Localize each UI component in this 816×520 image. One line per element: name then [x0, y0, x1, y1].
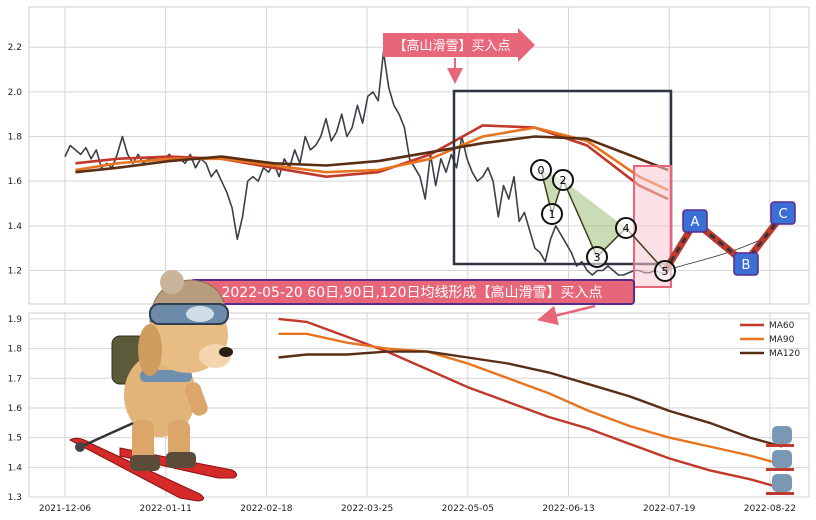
- ski-pole: [77, 418, 141, 450]
- wave-point-3: 3: [586, 246, 608, 268]
- boot-left: [130, 455, 160, 471]
- wave-point-5: 5: [654, 260, 676, 282]
- ma-y-tick-label: 1.8: [8, 345, 23, 355]
- price-grid: [29, 7, 809, 304]
- wave-point-label: 0: [538, 164, 545, 177]
- wave-points: 0 1 2 3 4 5: [530, 159, 676, 282]
- legend: MA60 MA90 MA120: [740, 321, 800, 359]
- wave-point-4: 4: [615, 217, 637, 239]
- dog-ear: [138, 324, 162, 376]
- mini-skier-icon: [766, 450, 794, 471]
- price-y-tick-label: 1.4: [8, 222, 23, 232]
- price-y-tick-label: 2.0: [8, 88, 23, 98]
- bottom-callout: 2022-05-20 60日,90日,120日均线形成【高山滑雪】买入点: [190, 279, 635, 326]
- top-callout-text: 【高山滑雪】买入点: [393, 38, 510, 54]
- x-tick-label: 2022-06-13: [542, 504, 594, 514]
- top-callout-arrow: [383, 28, 535, 62]
- projection-point-a: A: [682, 209, 708, 233]
- mini-skier-icon: [766, 474, 794, 495]
- top-callout: 【高山滑雪】买入点: [383, 28, 535, 84]
- x-tick-label: 2022-01-11: [140, 504, 192, 514]
- wave-fill-2-4: [563, 180, 626, 257]
- wave-point-2: 2: [552, 169, 574, 191]
- x-tick-label: 2022-02-18: [240, 504, 293, 514]
- skiing-dog-mascot: [68, 270, 238, 502]
- ma-y-tick-label: 1.9: [8, 315, 23, 325]
- price-panel: 1.21.41.61.82.02.2 0 1 2 3 4 5 A B C 【: [8, 6, 810, 305]
- projection-point-b: B: [733, 252, 759, 276]
- ma-x-ticks: 2021-12-06 2022-01-11 2022-02-18 2022-03-25…: [39, 504, 796, 514]
- wave-point-label: 5: [662, 265, 669, 278]
- ma-y-tick-label: 1.6: [8, 404, 23, 414]
- price-y-tick-label: 2.2: [8, 43, 22, 53]
- x-tick-label: 2022-03-25: [341, 504, 393, 514]
- ma-series-line: [278, 350, 783, 448]
- ma-y-tick-label: 1.7: [8, 374, 22, 384]
- ma-series-line: [278, 317, 783, 490]
- x-tick-label: 2021-12-06: [39, 504, 92, 514]
- price-y-tick-label: 1.6: [8, 177, 23, 187]
- x-tick-label: 2022-07-19: [643, 504, 696, 514]
- pole-basket: [75, 442, 85, 452]
- boot-right: [166, 452, 196, 468]
- wave-point-label: 4: [623, 222, 630, 235]
- legend-entry: MA120: [769, 349, 800, 359]
- dog-arm: [184, 382, 208, 416]
- mini-skier-icon: [766, 426, 794, 447]
- ma-y-tick-label: 1.4: [8, 463, 23, 473]
- dog-leg-left: [132, 420, 154, 462]
- price-series-ma60: [75, 124, 669, 201]
- projection-label: A: [691, 215, 700, 230]
- projection-path-dash: [663, 213, 785, 272]
- wave-point-1: 1: [541, 203, 563, 225]
- price-series-ma120: [75, 135, 669, 174]
- wave-point-0: 0: [530, 159, 552, 181]
- x-tick-label: 2022-08-22: [744, 504, 796, 514]
- wave-point-label: 3: [594, 251, 601, 264]
- ma-series: [278, 317, 783, 490]
- wave-point-label: 2: [560, 174, 567, 187]
- ma-y-tick-label: 1.5: [8, 434, 22, 444]
- price-series-ma90: [75, 126, 669, 192]
- mini-skier-icons: [766, 426, 794, 495]
- goggle-lens: [186, 306, 214, 322]
- price-y-ticks: 1.2 1.4 1.6 1.8 2.0 2.2: [8, 43, 23, 276]
- hat-pompom: [160, 270, 184, 294]
- price-y-tick-label: 1.8: [8, 133, 23, 143]
- legend-entry: MA60: [769, 321, 795, 331]
- ma-series-line: [278, 332, 783, 466]
- ma-y-ticks: 1.3 1.4 1.5 1.6 1.7 1.8 1.9: [8, 315, 23, 503]
- x-tick-label: 2022-05-05: [442, 504, 494, 514]
- price-y-tick-label: 1.2: [8, 267, 22, 277]
- ma-y-tick-label: 1.3: [8, 493, 22, 503]
- price-series: [64, 50, 669, 276]
- projection-point-c: C: [770, 201, 796, 225]
- wave-point-label: 1: [549, 208, 556, 221]
- bottom-callout-pointer: [537, 304, 596, 326]
- dog-leg-right: [168, 420, 190, 460]
- bottom-callout-text: 2022-05-20 60日,90日,120日均线形成【高山滑雪】买入点: [221, 284, 602, 301]
- dog-nose: [219, 347, 233, 357]
- legend-entry: MA90: [769, 335, 795, 345]
- projection-label: C: [778, 207, 787, 222]
- projection-label: B: [742, 258, 751, 273]
